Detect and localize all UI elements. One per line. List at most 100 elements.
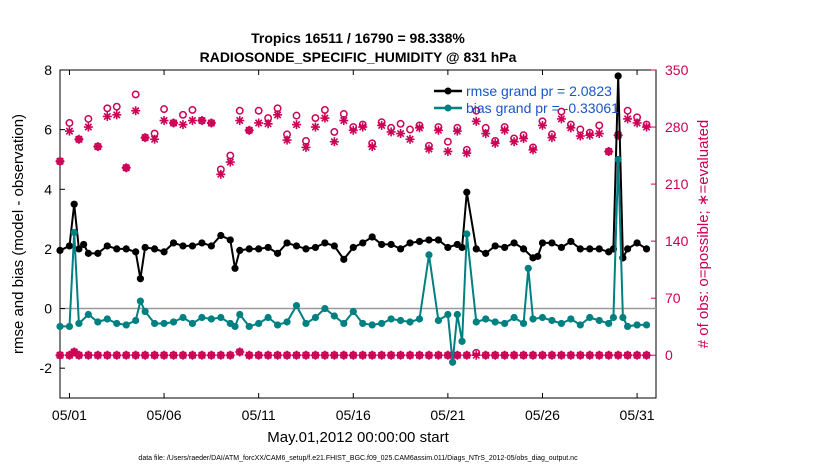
obs-evaluated-point: [537, 350, 547, 360]
obs-evaluated-point: [575, 350, 585, 360]
obs-evaluated-point: [178, 350, 188, 360]
rmse-point: [444, 243, 452, 252]
rmse-point: [65, 242, 74, 250]
obs-evaluated-point: [490, 350, 500, 360]
obs-possible-point: [595, 121, 604, 130]
y-tick-label-right: 210: [665, 176, 689, 192]
obs-evaluated-point: [367, 142, 377, 152]
data-file-footnote: data file: /Users/raeder/DAI/ATM_forcXX/…: [138, 455, 578, 462]
obs-evaluated-point: [112, 350, 122, 360]
rmse-point: [207, 242, 215, 250]
bias-point: [406, 318, 414, 326]
obs-evaluated-point: [405, 350, 415, 360]
rmse-point: [321, 239, 329, 247]
bias-point: [576, 321, 584, 329]
obs-evaluated-point: [377, 120, 387, 130]
rmse-point: [538, 239, 547, 247]
obs-evaluated-point: [452, 350, 462, 360]
y-tick-label-right: 70: [665, 290, 681, 306]
obs-evaluated-point: [263, 350, 273, 360]
obs-evaluated-point: [339, 350, 349, 360]
x-axis-label: May.01,2012 00:00:00 start: [267, 429, 449, 446]
obs-evaluated-point: [414, 350, 424, 360]
obs-evaluated-point: [348, 125, 358, 135]
bias-point: [236, 310, 244, 319]
obs-evaluated-point: [273, 110, 283, 120]
rmse-point: [534, 252, 542, 260]
obs-evaluated-point: [566, 123, 576, 133]
bias-point: [169, 318, 178, 326]
rmse-point: [425, 236, 433, 244]
obs-evaluated-point: [93, 350, 103, 360]
bias-point: [463, 230, 471, 238]
rmse-point: [151, 245, 159, 253]
legend-rmse-label: rmse grand pr = 2.0823: [466, 83, 612, 99]
obs-evaluated-point: [131, 106, 141, 116]
bias-point: [231, 322, 239, 331]
bias-point: [501, 319, 509, 328]
obs-evaluated-point: [339, 116, 349, 126]
rmse-point: [595, 245, 603, 253]
rmse-point: [501, 243, 509, 252]
bias-point: [273, 321, 282, 329]
obs-evaluated-point: [490, 138, 500, 148]
y-tick-label-right: 280: [665, 119, 689, 135]
obs-evaluated-point: [481, 350, 491, 360]
rmse-point: [519, 245, 528, 253]
x-tick-label: 05/26: [525, 407, 560, 423]
y-tick-label-left: 6: [44, 122, 52, 138]
rmse-point: [387, 240, 395, 249]
rmse-point: [463, 188, 471, 196]
rmse-point: [458, 243, 466, 252]
bias-point: [449, 358, 457, 366]
obs-evaluated-point: [310, 122, 320, 132]
obs-evaluated-point: [310, 350, 320, 360]
bias-point: [605, 319, 613, 328]
obs-evaluated-point: [150, 350, 160, 360]
obs-evaluated-point: [225, 350, 235, 360]
obs-evaluated-point: [604, 350, 614, 360]
bias-point: [642, 321, 651, 329]
obs-evaluated-point: [519, 133, 529, 143]
rmse-point: [264, 243, 272, 252]
y-tick-label-right: 140: [665, 233, 689, 249]
obs-evaluated-point: [329, 137, 339, 147]
obs-evaluated-point: [623, 350, 633, 360]
obs-evaluated-point: [405, 134, 415, 144]
bias-point: [141, 307, 149, 316]
bias-point: [529, 315, 537, 323]
rmse-point: [169, 239, 178, 247]
rmse-point: [614, 72, 622, 80]
bias-point: [311, 313, 320, 322]
rmse-point: [236, 246, 244, 254]
legend-rmse-marker: [444, 87, 452, 95]
obs-evaluated-point: [64, 126, 74, 136]
rmse-point: [160, 248, 168, 256]
bias-point: [567, 315, 575, 323]
legend: rmse grand pr = 2.0823 bias grand pr = -…: [434, 83, 619, 116]
bias-point: [614, 155, 622, 164]
bias-point: [65, 322, 74, 331]
bias-point: [548, 316, 556, 325]
rmse-point: [415, 237, 424, 246]
bias-point: [94, 318, 102, 326]
obs-evaluated-point: [556, 350, 566, 360]
obs-evaluated-point: [197, 350, 207, 360]
x-tick-label: 05/11: [242, 407, 276, 423]
bias-point: [160, 319, 168, 328]
bias-point: [619, 313, 627, 322]
y-tick-label-left: 2: [44, 241, 52, 257]
rmse-point: [302, 245, 310, 253]
bias-point: [609, 313, 618, 322]
bias-point: [132, 316, 140, 325]
obs-evaluated-point: [604, 146, 614, 156]
bias-point: [387, 315, 395, 323]
rmse-point: [482, 249, 490, 257]
obs-evaluated-point: [282, 135, 292, 145]
rmse-point: [179, 242, 187, 250]
obs-evaluated-point: [443, 146, 453, 156]
bias-point: [595, 316, 603, 325]
bias-point: [245, 322, 253, 331]
rmse-point: [491, 242, 499, 250]
bias-point: [434, 316, 443, 325]
